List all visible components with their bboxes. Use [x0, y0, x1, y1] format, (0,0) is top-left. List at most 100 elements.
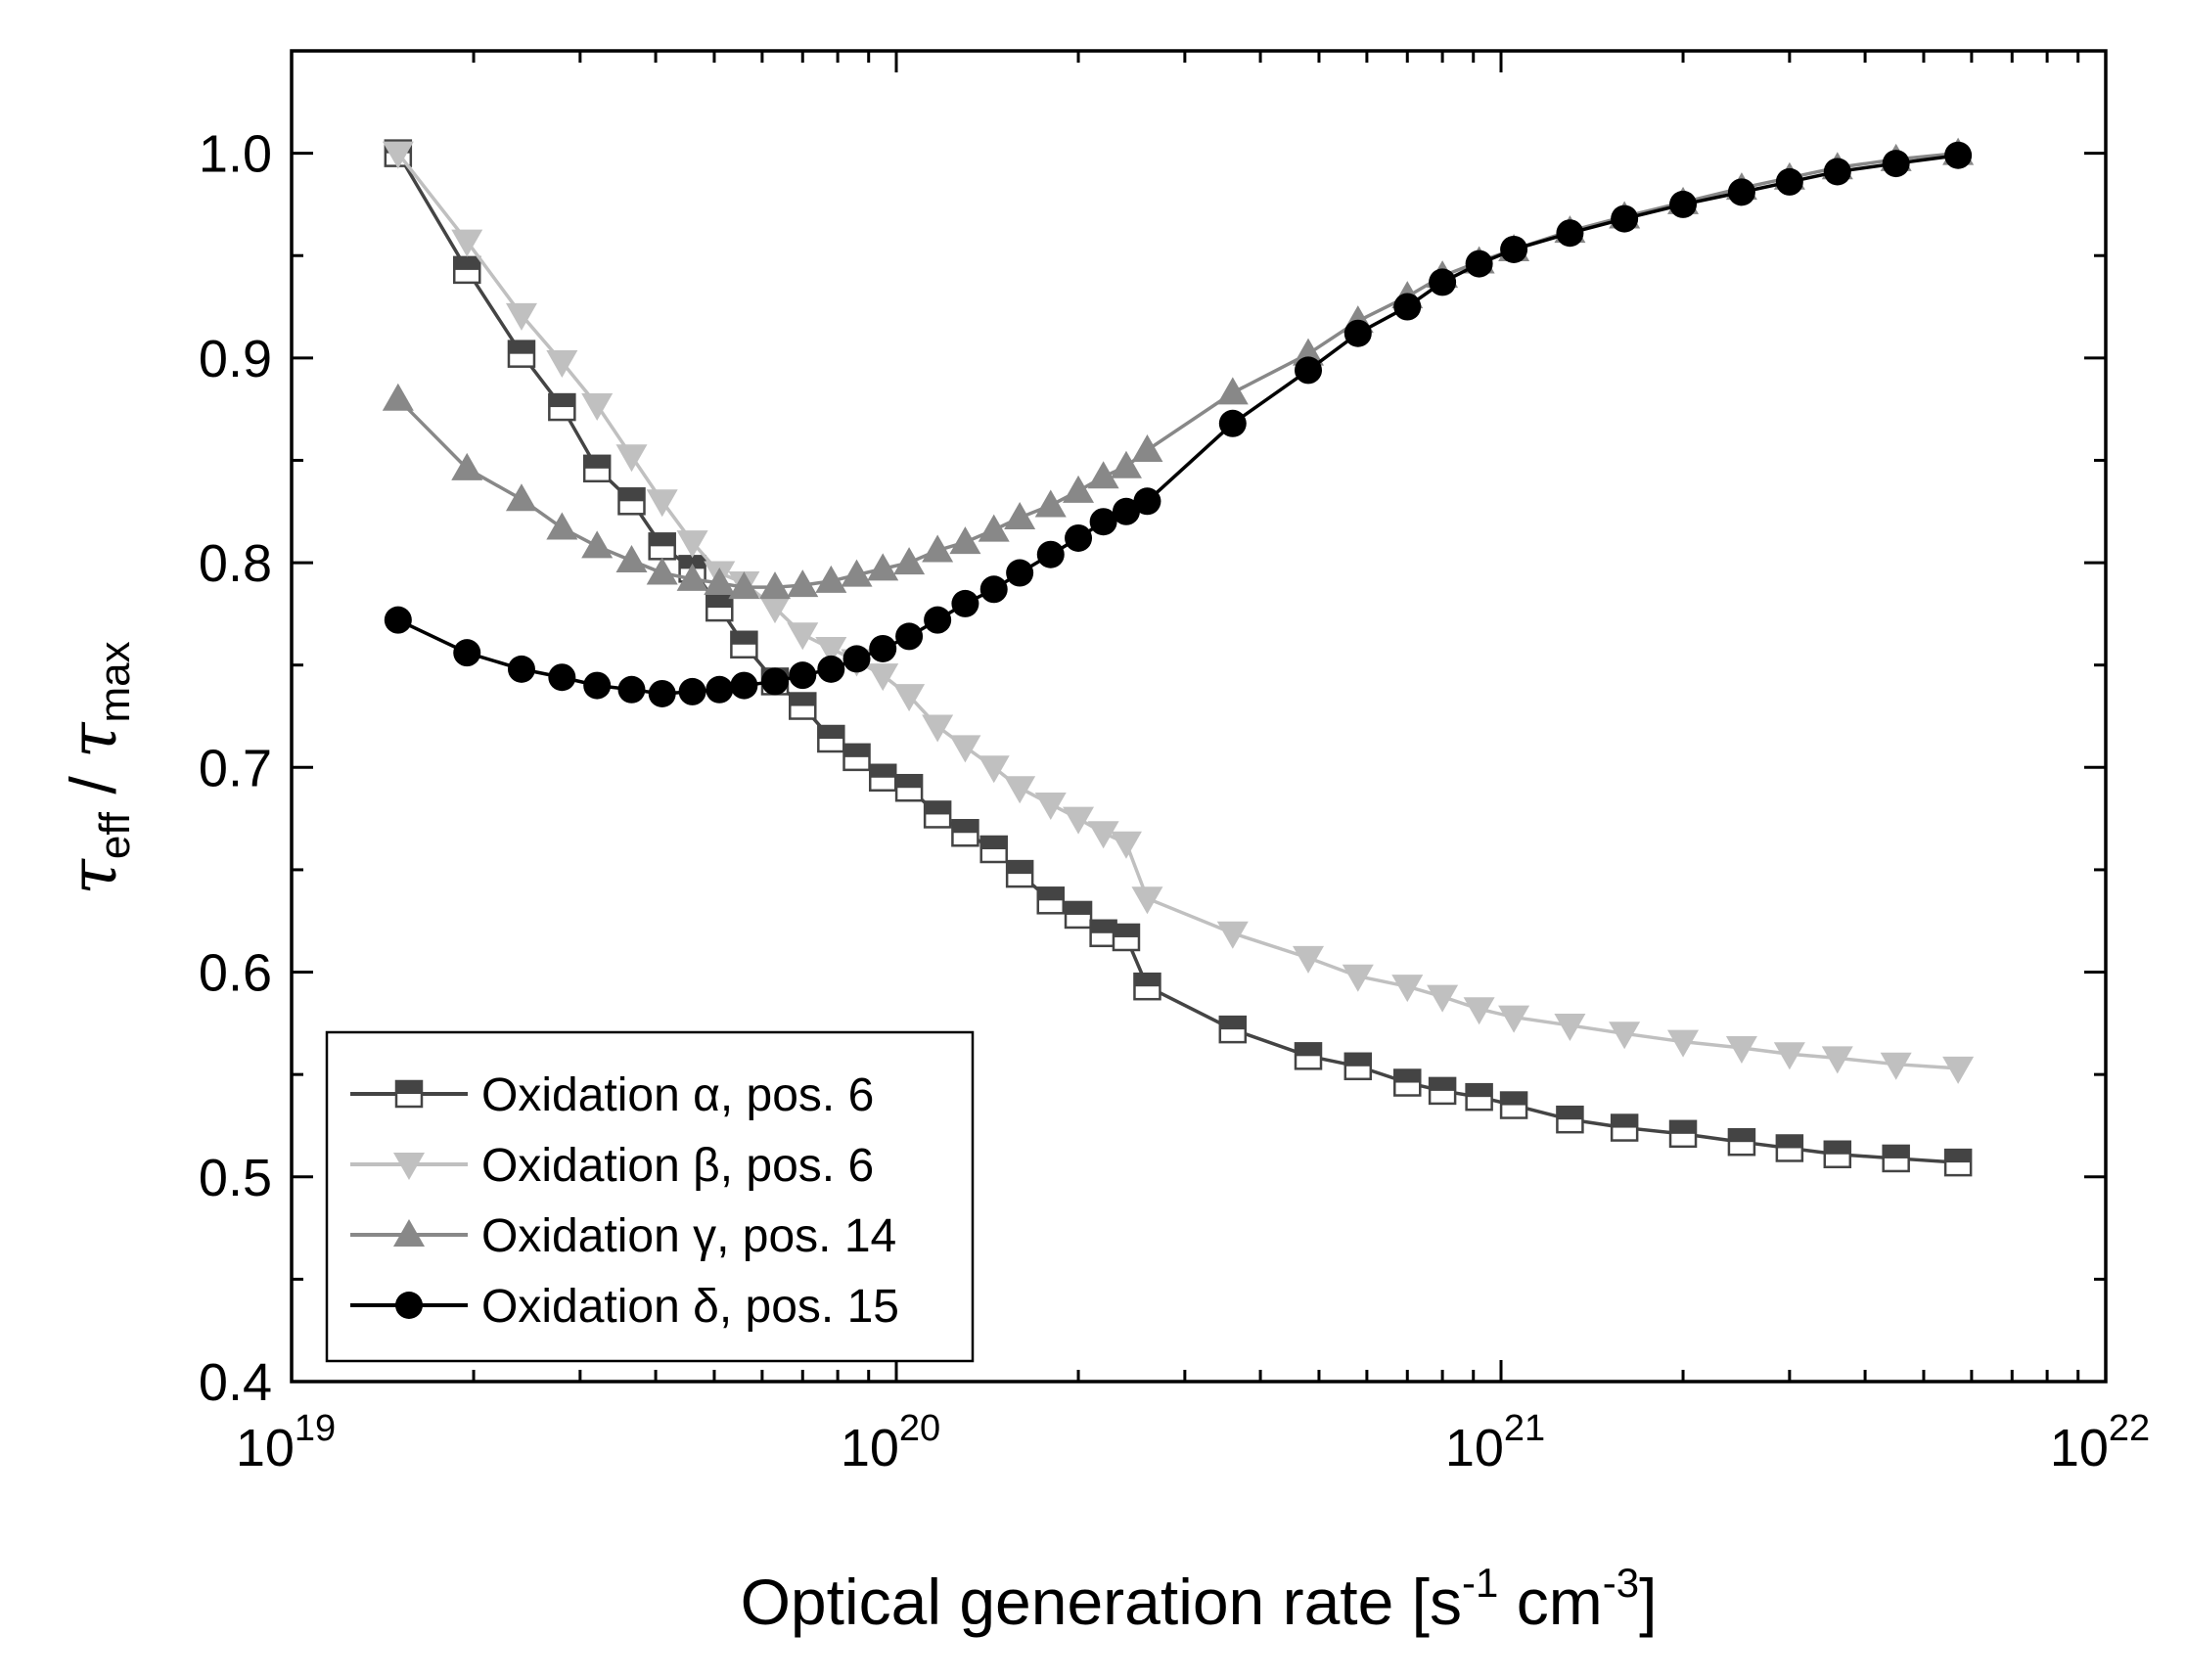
marker-triangle-down — [1110, 831, 1142, 859]
marker-circle — [1112, 497, 1140, 525]
data-point — [615, 444, 648, 473]
data-point — [706, 593, 734, 622]
data-point — [1391, 975, 1424, 1003]
data-point — [1393, 293, 1422, 321]
marker-triangle-down — [867, 663, 899, 692]
data-point — [1133, 487, 1161, 516]
data-point — [1554, 1013, 1586, 1041]
y-tick-label: 0.4 — [199, 1353, 272, 1412]
data-point — [1668, 1119, 1698, 1149]
y-tick-label: 0.5 — [199, 1149, 272, 1207]
marker-circle — [548, 663, 576, 692]
x-axis-title-base: Optical generation rate [s — [741, 1566, 1462, 1638]
data-point — [676, 563, 708, 591]
marker-square-fill — [549, 394, 575, 408]
marker-triangle-up — [546, 512, 578, 540]
data-point — [1112, 923, 1141, 952]
y-tick-label: 0.8 — [199, 534, 272, 593]
data-point — [1065, 523, 1093, 552]
data-point — [1295, 356, 1323, 385]
marker-triangle-down — [922, 714, 954, 743]
marker-triangle-down — [1880, 1052, 1912, 1080]
data-point — [979, 575, 1008, 604]
series-line — [397, 153, 1959, 696]
marker-triangle-down — [1942, 1056, 1975, 1084]
marker-triangle-up — [382, 383, 414, 411]
data-point — [1775, 167, 1803, 196]
marker-triangle-up — [1034, 489, 1067, 518]
marker-square-fill — [980, 837, 1007, 849]
data-point — [1110, 450, 1142, 478]
marker-square-fill — [706, 595, 733, 609]
marker-triangle-down — [1342, 964, 1374, 992]
data-point — [1087, 461, 1119, 489]
y-axis-title-tau-max: τ — [56, 721, 131, 758]
data-point — [1428, 1076, 1457, 1106]
marker-triangle-down — [1427, 984, 1459, 1013]
marker-triangle-down — [1131, 886, 1163, 915]
data-point — [1727, 178, 1755, 206]
data-point — [951, 819, 979, 847]
data-point — [1498, 1005, 1530, 1033]
data-point — [1216, 921, 1249, 949]
legend-marker-gamma — [393, 1219, 425, 1247]
data-point — [704, 568, 736, 595]
data-point — [1063, 806, 1095, 835]
data-point — [815, 565, 847, 593]
marker-circle — [1882, 150, 1910, 178]
data-point — [1005, 859, 1034, 888]
data-point — [1004, 776, 1036, 804]
data-point — [758, 596, 791, 624]
data-point — [817, 655, 845, 683]
marker-square-fill — [1501, 1092, 1527, 1106]
data-point — [646, 557, 678, 585]
data-point — [452, 255, 481, 285]
marker-square-fill — [679, 556, 706, 569]
data-point — [451, 452, 483, 480]
x-tick-label: 1022 — [2050, 1408, 2150, 1477]
data-point — [868, 763, 897, 793]
marker-circle — [979, 575, 1008, 604]
marker-circle — [1944, 141, 1973, 169]
marker-triangle-down — [1063, 806, 1095, 835]
marker-triangle-down — [949, 735, 981, 763]
x-tick-label: 1019 — [236, 1408, 336, 1477]
marker-circle — [583, 671, 612, 700]
marker-triangle-up — [646, 557, 678, 585]
marker-circle — [869, 634, 897, 662]
marker-square-fill — [1066, 901, 1092, 915]
legend-entry-delta: Oxidation δ, pos. 15 — [350, 1281, 899, 1333]
marker-circle — [648, 679, 676, 707]
data-point — [548, 663, 576, 692]
data-point — [1944, 141, 1973, 169]
labels-layer: 0.4 0.5 0.6 0.7 0.8 0.9 1.0 1019 1020 1021 1022 — [199, 125, 2150, 1477]
marker-circle — [507, 655, 535, 683]
y-axis-title-sub-max: max — [91, 641, 139, 722]
marker-circle — [1065, 523, 1093, 552]
marker-square-fill — [396, 1081, 422, 1094]
marker-triangle-down — [1087, 821, 1119, 849]
data-point — [1110, 831, 1142, 859]
y-tick-label: 1.0 — [199, 125, 272, 184]
data-point — [676, 530, 708, 559]
y-axis-title-slash: / — [57, 758, 129, 812]
marker-triangle-up — [1087, 461, 1119, 489]
marker-circle — [706, 675, 734, 704]
marker-triangle-down — [1498, 1005, 1530, 1033]
data-point — [1343, 319, 1372, 347]
data-point — [1293, 945, 1325, 974]
marker-triangle-down — [1725, 1035, 1757, 1064]
marker-triangle-down — [1773, 1042, 1805, 1070]
marker-circle — [1393, 293, 1422, 321]
marker-square-fill — [818, 726, 844, 740]
legend-marker-shape — [393, 1153, 425, 1180]
data-point — [1942, 1056, 1975, 1084]
data-point — [1342, 964, 1374, 992]
data-point — [1429, 268, 1457, 296]
legend-label-gamma: Oxidation γ, pos. 14 — [481, 1210, 896, 1262]
marker-circle — [817, 655, 845, 683]
data-point — [1063, 475, 1095, 503]
marker-square-fill — [1344, 1053, 1371, 1067]
plot-frame — [290, 49, 2108, 1384]
marker-triangle-up — [1216, 377, 1249, 405]
